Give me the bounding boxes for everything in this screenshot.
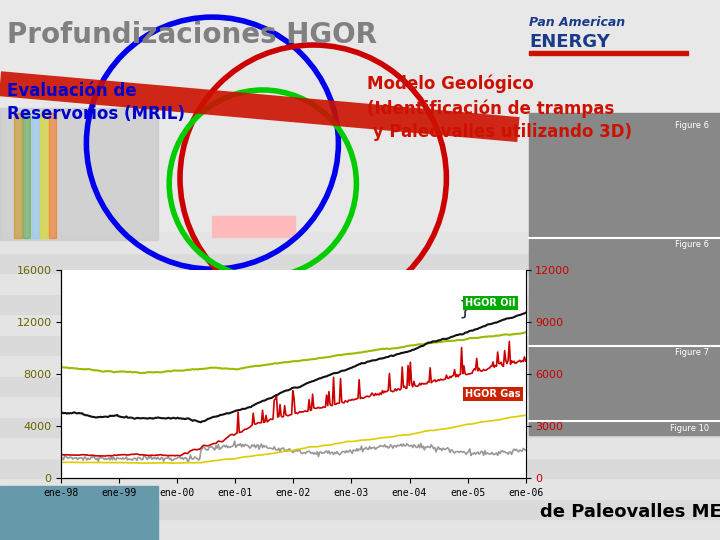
Bar bbox=[529, 113, 720, 435]
Text: Figure 10: Figure 10 bbox=[670, 424, 709, 433]
Bar bbox=[32, 113, 39, 238]
Bar bbox=[0, 253, 720, 273]
Bar bbox=[0, 499, 720, 519]
Text: Figure 7: Figure 7 bbox=[675, 348, 709, 357]
Bar bbox=[0, 294, 720, 314]
Bar bbox=[0, 437, 720, 458]
Bar bbox=[49, 113, 56, 238]
Text: Pan American: Pan American bbox=[529, 16, 626, 29]
Text: HGOR Gas: HGOR Gas bbox=[465, 389, 521, 400]
Bar bbox=[0, 458, 720, 478]
Text: Modelo Geológico
(Identificación de trampas
 y Paleovalles utilizando 3D): Modelo Geológico (Identificación de tram… bbox=[367, 75, 632, 141]
Bar bbox=[0, 314, 720, 335]
Text: Figure 6: Figure 6 bbox=[675, 240, 709, 249]
Bar bbox=[0, 335, 720, 355]
Bar bbox=[0, 232, 720, 253]
Bar bbox=[0, 376, 720, 396]
Text: Evaluación de
Reservorios (MRIL): Evaluación de Reservorios (MRIL) bbox=[7, 82, 185, 124]
Bar bbox=[0, 396, 720, 417]
Bar bbox=[14, 113, 22, 238]
Text: HGOR Oil: HGOR Oil bbox=[465, 299, 516, 308]
Text: Figure 6: Figure 6 bbox=[675, 122, 709, 131]
Bar bbox=[0, 355, 720, 376]
Bar bbox=[23, 113, 30, 238]
Text: }: } bbox=[458, 300, 471, 319]
Bar bbox=[0, 108, 158, 240]
Bar bbox=[40, 113, 48, 238]
Text: Profundizaciones HGOR: Profundizaciones HGOR bbox=[7, 21, 377, 49]
Bar bbox=[0, 486, 158, 540]
Bar bbox=[212, 216, 295, 237]
Bar bbox=[0, 478, 720, 499]
Text: de Paleovalles MEC: de Paleovalles MEC bbox=[540, 503, 720, 521]
Bar bbox=[0, 519, 720, 540]
Bar bbox=[529, 51, 688, 55]
Bar bbox=[0, 417, 720, 437]
Text: ENERGY: ENERGY bbox=[529, 33, 610, 51]
Bar bbox=[0, 273, 720, 294]
